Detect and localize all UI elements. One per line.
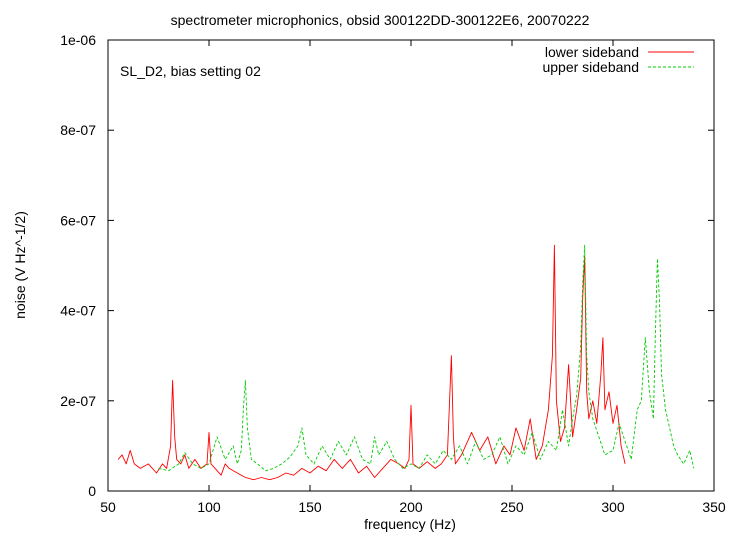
plot-frame — [107, 39, 715, 492]
y-tick-label: 4e-07 — [60, 303, 96, 319]
x-tick-label: 50 — [100, 499, 116, 515]
y-axis-label: noise (V Hz^-1/2) — [12, 211, 28, 319]
chart-title: spectrometer microphonics, obsid 300122D… — [171, 12, 590, 28]
legend-label: upper sideband — [542, 59, 639, 75]
y-tick-label: 2e-07 — [60, 393, 96, 409]
x-axis-label: frequency (Hz) — [364, 516, 456, 532]
series-layer — [117, 244, 695, 481]
x-tick-label: 150 — [298, 499, 322, 515]
y-tick-label: 1e-06 — [60, 32, 96, 48]
x-tick-label: 300 — [601, 499, 625, 515]
axis-ticks: 50 100 150 200 250 300 350 0 2e-07 4e-07 6e-07 8e-0… — [60, 32, 726, 515]
series-line-lower-sideband — [117, 244, 626, 481]
series-line-upper-sideband — [158, 244, 695, 472]
x-tick-label: 100 — [197, 499, 221, 515]
chart-annotation: SL_D2, bias setting 02 — [120, 63, 261, 79]
x-tick-label: 250 — [500, 499, 524, 515]
y-tick-label: 0 — [88, 483, 96, 499]
legend-label: lower sideband — [545, 44, 639, 60]
y-tick-label: 6e-07 — [60, 212, 96, 228]
y-tick-label: 8e-07 — [60, 122, 96, 138]
x-tick-label: 200 — [399, 499, 423, 515]
x-tick-label: 350 — [702, 499, 726, 515]
